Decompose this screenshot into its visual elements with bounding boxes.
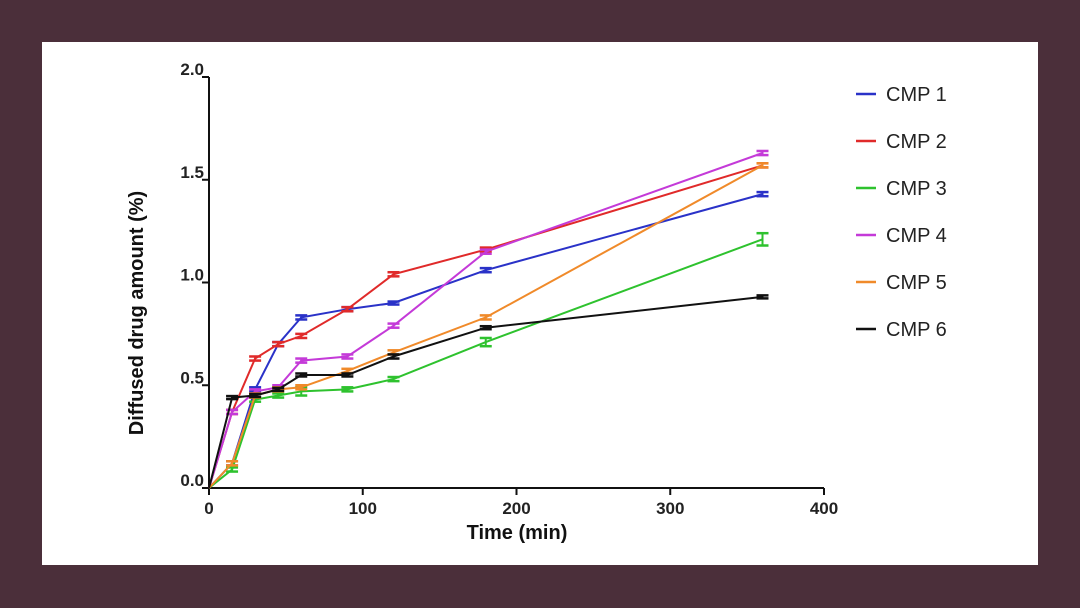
legend-label: CMP 4 [886, 225, 947, 247]
data-point [226, 394, 239, 401]
data-point [272, 392, 285, 399]
x-tick-label: 100 [349, 499, 377, 518]
legend-item-cmp-6: CMP 6 [856, 319, 947, 341]
data-point [341, 305, 354, 313]
legend-item-cmp-2: CMP 2 [856, 131, 947, 153]
data-point [756, 294, 769, 300]
y-tick-label: 1.5 [180, 163, 204, 182]
series-cmp-3 [208, 231, 769, 489]
data-point [341, 372, 354, 378]
data-point [341, 353, 354, 360]
legend-label: CMP 2 [886, 131, 947, 153]
legend-item-cmp-5: CMP 5 [856, 272, 947, 294]
data-point [295, 332, 308, 340]
data-point [387, 375, 400, 383]
data-point [249, 392, 262, 399]
y-tick-label: 1.0 [180, 266, 204, 285]
data-point [479, 324, 492, 331]
data-point [295, 384, 308, 391]
legend-label: CMP 3 [886, 178, 947, 200]
data-point [756, 162, 769, 169]
data-point [756, 190, 769, 198]
y-axis-title: Diffused drug amount (%) [126, 191, 148, 435]
series-cmp-6 [208, 294, 769, 489]
x-tick-label: 300 [656, 499, 684, 518]
series-layer [208, 149, 769, 489]
data-point [295, 314, 308, 321]
axes: 0 100 200 300 400 0.0 0.5 1.0 1.5 2.0 [180, 60, 838, 518]
y-tick-label: 0.0 [180, 471, 204, 490]
data-point [479, 248, 492, 255]
data-point [756, 149, 769, 157]
data-point [387, 322, 400, 329]
legend-item-cmp-3: CMP 3 [856, 178, 947, 200]
data-point [226, 460, 239, 467]
data-point [479, 336, 492, 348]
legend-label: CMP 1 [886, 84, 947, 106]
data-point [479, 266, 492, 274]
data-point [479, 314, 492, 321]
x-axis-title: Time (min) [467, 522, 568, 544]
y-tick-label: 0.5 [180, 368, 204, 387]
x-tick-label: 400 [810, 499, 838, 518]
data-point [295, 357, 308, 364]
y-tick-label: 2.0 [180, 60, 204, 79]
data-point [272, 386, 285, 393]
series-line [208, 238, 763, 489]
legend-item-cmp-1: CMP 1 [856, 84, 947, 106]
x-tick-label: 0 [204, 499, 213, 518]
legend-label: CMP 6 [886, 319, 947, 341]
data-point [249, 355, 262, 362]
data-point [756, 231, 769, 247]
data-point [387, 270, 400, 278]
data-point [272, 340, 285, 348]
x-tick-label: 200 [502, 499, 530, 518]
legend: CMP 1 CMP 2 CMP 3 CMP 4 CMP 5 CMP 6 [856, 84, 947, 341]
data-point [387, 300, 400, 306]
data-point [295, 372, 308, 378]
legend-label: CMP 5 [886, 272, 947, 294]
data-point [341, 386, 354, 393]
data-point [387, 353, 400, 360]
legend-item-cmp-4: CMP 4 [856, 225, 947, 247]
